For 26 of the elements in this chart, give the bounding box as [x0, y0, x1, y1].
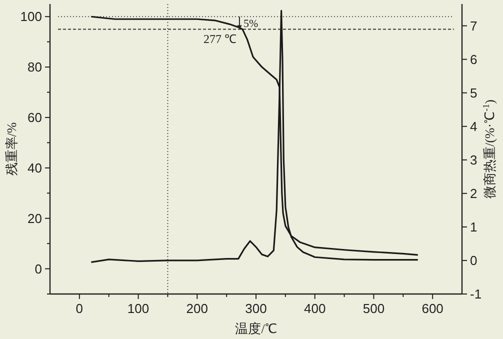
x-axis-title: 温度/℃ [235, 321, 277, 336]
y2-tick-label: 1 [470, 219, 478, 234]
y2-tick-label: 7 [470, 18, 478, 34]
annotation: 5% [243, 18, 258, 30]
y2-tick-label: 2 [470, 186, 478, 201]
x-tick-label: 600 [422, 301, 444, 316]
y-tick-label: 20 [28, 210, 42, 226]
y2-tick-label: 3 [470, 152, 478, 168]
y-axis-title: 残重率/% [4, 122, 19, 176]
x-tick-label: 0 [76, 301, 84, 316]
y-tick-label: 60 [28, 110, 42, 125]
x-tick-label: 100 [127, 301, 150, 316]
y2-tick-label: 5 [470, 85, 478, 100]
annotation: 277 ℃ [203, 32, 236, 46]
y-tick-label: 40 [28, 160, 42, 176]
y-tick-label: 80 [28, 60, 42, 75]
y-tick-label: 0 [34, 261, 42, 276]
y2-tick-label: -1 [470, 286, 482, 302]
y-tick-label: 100 [20, 9, 42, 24]
x-tick-label: 300 [245, 301, 267, 316]
x-tick-label: 200 [186, 301, 208, 316]
x-tick-label: 400 [304, 301, 326, 316]
y2-tick-label: 0 [470, 252, 478, 268]
y2-tick-label: 6 [470, 52, 478, 67]
x-tick-label: 500 [362, 301, 385, 316]
y2-tick-label: 4 [470, 118, 478, 134]
